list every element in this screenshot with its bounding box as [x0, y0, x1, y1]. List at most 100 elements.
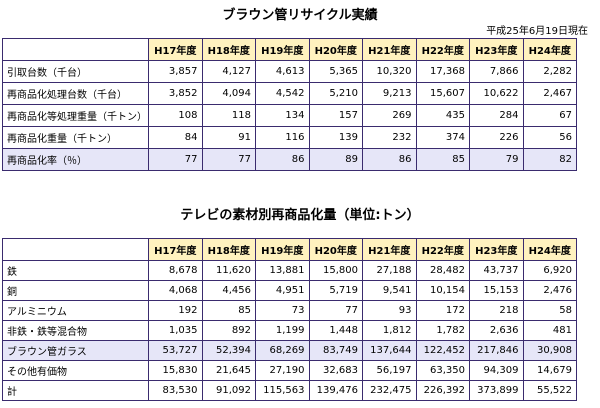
table-cell: 28,482 [415, 260, 470, 281]
column-header: H20年度 [308, 238, 363, 261]
column-header: H24年度 [522, 238, 577, 261]
column-header: H21年度 [362, 238, 417, 261]
table-cell: 218 [469, 300, 524, 321]
table-cell: 13,881 [255, 260, 310, 281]
table-cell: 84 [148, 126, 203, 149]
table-cell: 373,899 [469, 380, 524, 401]
column-header: H18年度 [201, 38, 256, 61]
table-cell: 8,678 [148, 260, 203, 281]
table-cell: 53,727 [148, 340, 203, 361]
table-cell: 137,644 [362, 340, 417, 361]
table-cell: 21,645 [201, 360, 256, 381]
table-cell: 43,737 [469, 260, 524, 281]
table-cell: 2,636 [469, 320, 524, 341]
table-cell: 56,197 [362, 360, 417, 381]
table-cell: 89 [308, 148, 363, 171]
table-cell: 68,269 [255, 340, 310, 361]
table-cell: 79 [469, 148, 524, 171]
row-label: 引取台数（千台） [2, 60, 149, 83]
table-cell: 122,452 [415, 340, 470, 361]
table-cell: 134 [255, 104, 310, 127]
row-label: その他有価物 [2, 360, 149, 381]
table-cell: 86 [362, 148, 417, 171]
table-cell: 115,563 [255, 380, 310, 401]
table-row: アルミニウム 192 85 73 77 93 172 218 58 [2, 300, 577, 321]
table-cell: 17,368 [415, 60, 470, 83]
table-cell: 226 [469, 126, 524, 149]
table-cell: 85 [415, 148, 470, 171]
table-cell: 91,092 [201, 380, 256, 401]
column-header: H19年度 [255, 38, 310, 61]
row-label: 非鉄・鉄等混合物 [2, 320, 149, 341]
table-cell: 15,153 [469, 280, 524, 301]
table-cell: 892 [201, 320, 256, 341]
column-header: H23年度 [469, 238, 524, 261]
header-row: H17年度 H18年度 H19年度 H20年度 H21年度 H22年度 H23年度 H24年度 [2, 238, 577, 261]
table-cell: 52,394 [201, 340, 256, 361]
table-cell: 435 [415, 104, 470, 127]
table-cell: 55,522 [522, 380, 577, 401]
table-cell: 6,920 [522, 260, 577, 281]
table2-title: テレビの素材別再商品化量（単位:トン） [180, 208, 420, 223]
table-cell: 1,035 [148, 320, 203, 341]
table-cell: 1,448 [308, 320, 363, 341]
table-cell: 2,467 [522, 82, 577, 105]
row-label: 再商品化重量（千トン） [2, 126, 149, 149]
table-row: 再商品化率（％） 77 77 86 89 86 85 79 82 [2, 148, 577, 171]
table-row: 引取台数（千台） 3,857 4,127 4,613 5,365 10,320 17,368… [2, 60, 577, 83]
table-cell: 4,951 [255, 280, 310, 301]
table-cell: 10,320 [362, 60, 417, 83]
table-cell: 4,068 [148, 280, 203, 301]
table-cell: 67 [522, 104, 577, 127]
column-header: H21年度 [362, 38, 417, 61]
table-cell: 73 [255, 300, 310, 321]
column-header: H20年度 [308, 38, 363, 61]
table-cell: 108 [148, 104, 203, 127]
table-row: 鉄 8,678 11,620 13,881 15,800 27,188 28,482 43,7… [2, 260, 577, 281]
table-cell: 232,475 [362, 380, 417, 401]
table-cell: 85 [201, 300, 256, 321]
table-cell: 4,456 [201, 280, 256, 301]
row-label: 計 [2, 380, 149, 401]
table-cell: 139 [308, 126, 363, 149]
table-cell: 9,541 [362, 280, 417, 301]
table-cell: 172 [415, 300, 470, 321]
material-recycling-table: H17年度 H18年度 H19年度 H20年度 H21年度 H22年度 H23年度 H24年度… [2, 238, 577, 401]
table-row: その他有価物 15,830 21,645 27,190 32,683 56,197 63,3… [2, 360, 577, 381]
table-cell: 5,719 [308, 280, 363, 301]
table-cell: 232 [362, 126, 417, 149]
column-header: H22年度 [415, 38, 470, 61]
table-row: 再商品化等処理重量（千トン） 108 118 134 157 269 435 284 67 [2, 104, 577, 127]
table-cell: 86 [255, 148, 310, 171]
table-cell: 3,852 [148, 82, 203, 105]
row-label: 再商品化等処理重量（千トン） [2, 104, 149, 127]
table-row: 再商品化処理台数（千台） 3,852 4,094 4,542 5,210 9,213 15,… [2, 82, 577, 105]
table-cell: 93 [362, 300, 417, 321]
table-row: 非鉄・鉄等混合物 1,035 892 1,199 1,448 1,812 1,782 2,63… [2, 320, 577, 341]
table-cell: 82 [522, 148, 577, 171]
table-cell: 77 [201, 148, 256, 171]
table-cell: 91 [201, 126, 256, 149]
column-header: H17年度 [148, 38, 203, 61]
table-cell: 1,812 [362, 320, 417, 341]
table-cell: 5,210 [308, 82, 363, 105]
row-label: 鉄 [2, 260, 149, 281]
crt-recycling-table: H17年度 H18年度 H19年度 H20年度 H21年度 H22年度 H23年度 H24年度… [2, 38, 577, 171]
corner-cell [2, 238, 149, 261]
table-cell: 30,908 [522, 340, 577, 361]
table-cell: 2,476 [522, 280, 577, 301]
column-header: H17年度 [148, 238, 203, 261]
table-row: ブラウン管ガラス 53,727 52,394 68,269 83,749 137,644 1… [2, 340, 577, 361]
table-cell: 94,309 [469, 360, 524, 381]
table-cell: 4,542 [255, 82, 310, 105]
table-cell: 10,622 [469, 82, 524, 105]
table-cell: 14,679 [522, 360, 577, 381]
row-label: 再商品化処理台数（千台） [2, 82, 149, 105]
table1-title: ブラウン管リサイクル実績 [222, 8, 378, 23]
row-label: ブラウン管ガラス [2, 340, 149, 361]
table-cell: 4,613 [255, 60, 310, 83]
table-cell: 157 [308, 104, 363, 127]
table-cell: 2,282 [522, 60, 577, 83]
table-cell: 27,188 [362, 260, 417, 281]
row-label: アルミニウム [2, 300, 149, 321]
